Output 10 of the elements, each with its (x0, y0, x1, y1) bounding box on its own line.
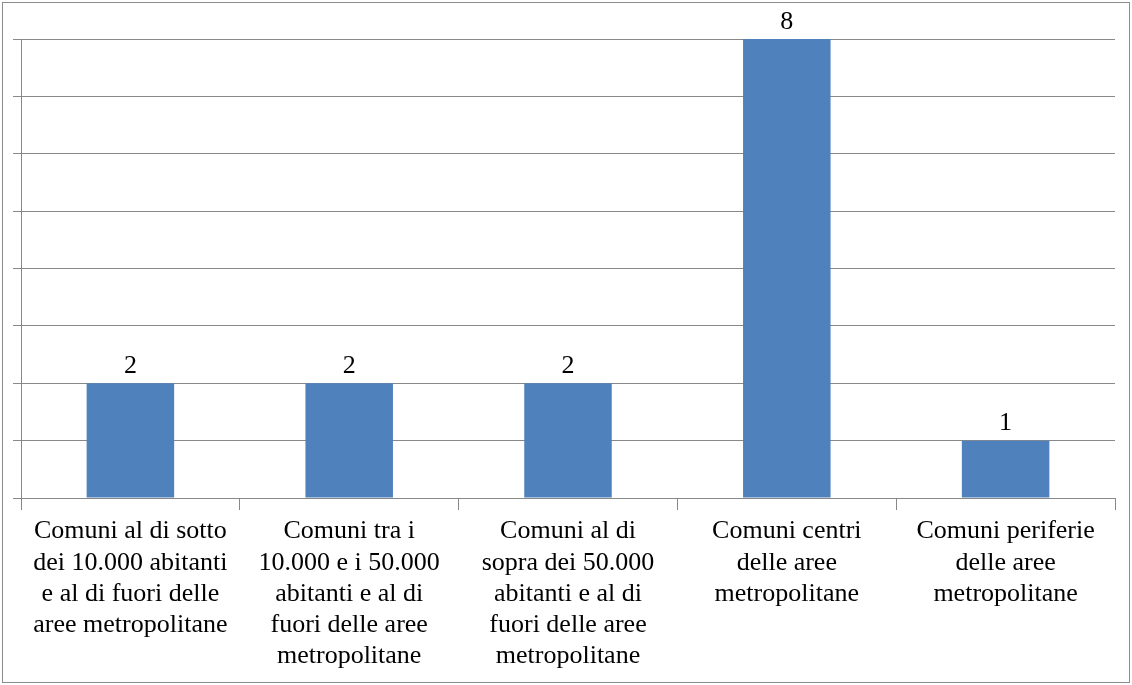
x-tick-label: Comuni al di sopra dei 50.000 abitanti e al di fuori delle aree metropolitane (481, 515, 655, 670)
x-tick-label: Comuni tra i 10.000 e i 50.000 abitanti e al di fuori delle aree metropolitane (258, 515, 440, 670)
data-label: 1 (999, 407, 1013, 437)
data-label: 2 (123, 350, 137, 380)
x-tick-label: Comuni periferie delle aree metropolitane (916, 515, 1095, 607)
data-label: 2 (342, 350, 356, 380)
x-tick-label: Comuni centri delle aree metropolitane (712, 515, 862, 607)
data-label: 2 (561, 350, 575, 380)
x-tick-label: Comuni al di sotto dei 10.000 abitanti e al di fuori delle aree metropolitane (33, 515, 228, 639)
data-label: 8 (780, 5, 794, 35)
